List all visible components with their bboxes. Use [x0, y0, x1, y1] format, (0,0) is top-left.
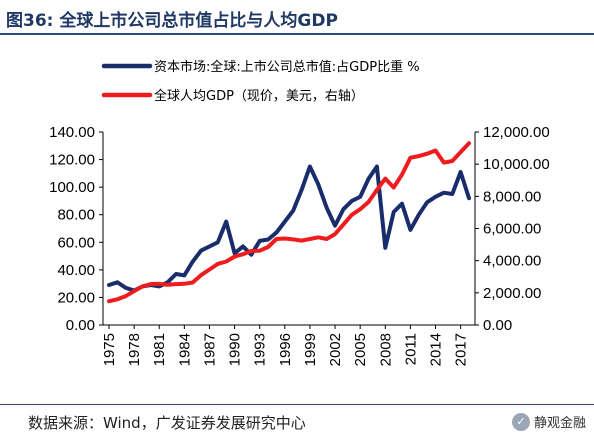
y-left-tick-label: 100.00 — [49, 179, 95, 196]
legend: 资本市场:全球:上市公司总市值:占GDP比重 % 全球人均GDP（现价，美元，右… — [101, 59, 420, 104]
x-tick-label: 1990 — [227, 333, 244, 366]
y-left-tick-label: 60.00 — [57, 234, 95, 251]
y-right-tick-label: 6,000.00 — [483, 221, 541, 238]
x-tick-label: 1984 — [176, 333, 193, 366]
x-tick-label: 1993 — [252, 333, 269, 366]
source-note: 数据来源：Wind，广发证券发展研究中心 — [28, 414, 306, 432]
x-tick-label: 1975 — [101, 333, 118, 366]
chart: 资本市场:全球:上市公司总市值:占GDP比重 % 全球人均GDP（现价，美元，右… — [49, 59, 550, 366]
y-left-tick-label: 140.00 — [49, 124, 95, 141]
series-line-2 — [107, 141, 471, 304]
chart-title: 图36: 全球上市公司总市值占比与人均GDP — [6, 11, 338, 31]
x-tick-label: 2005 — [352, 333, 369, 366]
wechat-icon: ✓ — [511, 412, 530, 431]
x-tick-label: 2014 — [428, 333, 445, 366]
brand-name: 静观金融 — [533, 416, 586, 431]
x-tick-label: 1987 — [201, 333, 218, 366]
y-right-tick-label: 12,000.00 — [483, 124, 550, 141]
legend-label-series-1: 资本市场:全球:上市公司总市值:占GDP比重 % — [154, 59, 420, 75]
series-line-1 — [107, 164, 471, 293]
x-tick-label: 1978 — [126, 333, 143, 366]
x-tick-label: 2017 — [453, 333, 470, 366]
x-tick-label: 1999 — [302, 333, 319, 366]
legend-label-series-2: 全球人均GDP（现价，美元，右轴） — [154, 88, 364, 104]
x-tick-label: 1996 — [277, 333, 294, 366]
y-left-tick-label: 40.00 — [57, 262, 95, 279]
x-tick-label: 2002 — [327, 333, 344, 366]
y-left-tick-label: 80.00 — [57, 207, 95, 224]
y-right-tick-label: 0.00 — [483, 317, 512, 334]
y-right-tick-label: 4,000.00 — [483, 253, 541, 270]
y-right-tick-label: 10,000.00 — [483, 156, 550, 173]
title-bar: 图36: 全球上市公司总市值占比与人均GDP — [0, 0, 594, 36]
title-divider — [0, 33, 594, 35]
y-right-tick-label: 2,000.00 — [483, 285, 541, 302]
y-left-tick-label: 120.00 — [49, 152, 95, 169]
x-tick-label: 2011 — [402, 333, 419, 365]
x-tick-label: 1981 — [151, 333, 168, 366]
y-left-tick-label: 0.00 — [66, 317, 95, 334]
y-left-tick-label: 20.00 — [57, 289, 95, 306]
y-right-tick-label: 8,000.00 — [483, 188, 541, 205]
plot-area: 0.00 20.00 40.00 60.00 80.00 100.00 120.00 140.… — [49, 124, 550, 366]
x-tick-label: 2008 — [377, 333, 394, 366]
brand-watermark: ✓ 静观金融 — [511, 412, 586, 431]
footer-divider — [0, 404, 594, 405]
